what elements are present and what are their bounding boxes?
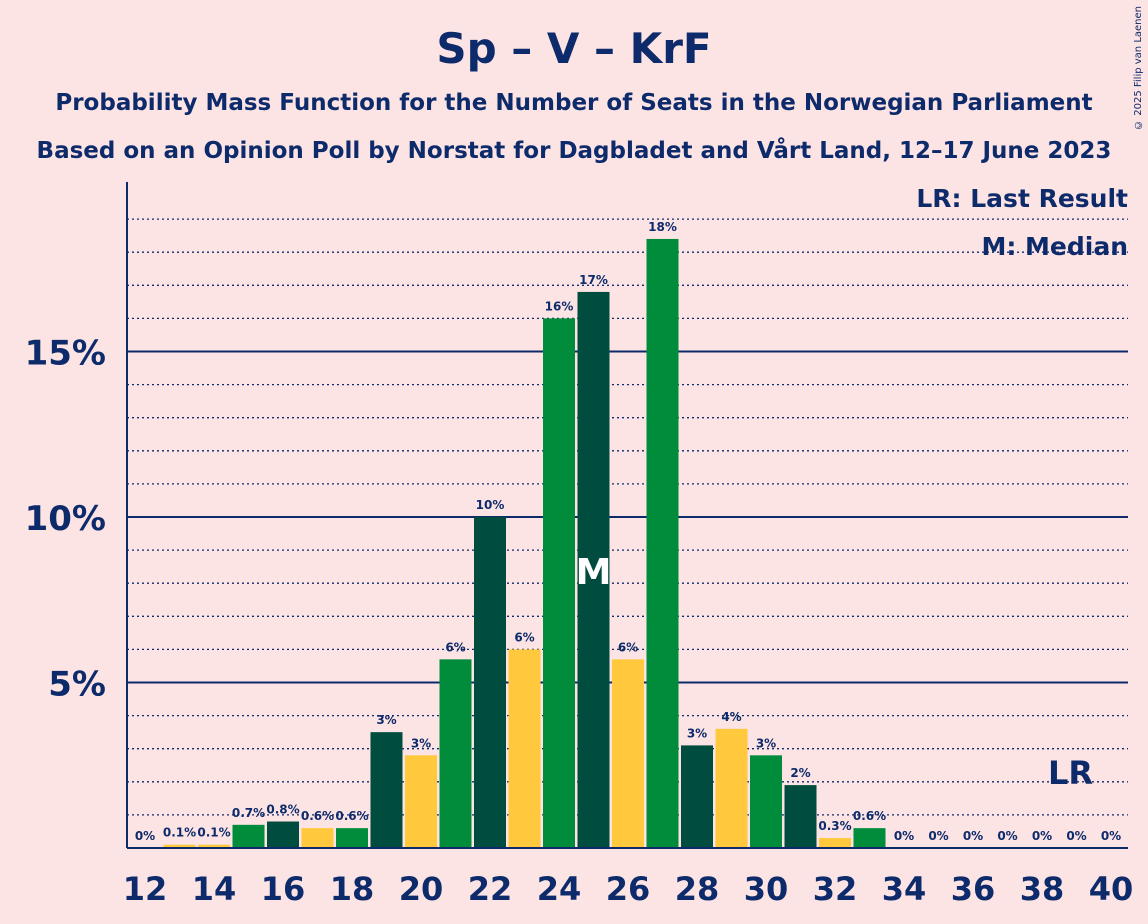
data-label: 0% xyxy=(997,829,1017,843)
bar-seat-33 xyxy=(853,828,886,848)
bar-seat-19 xyxy=(370,732,403,848)
data-label: 0% xyxy=(1066,829,1086,843)
bar-seat-21 xyxy=(439,659,472,848)
bar-seat-22 xyxy=(474,517,506,848)
data-label: 0.1% xyxy=(197,826,230,840)
bar-seat-27 xyxy=(646,238,679,848)
y-tick-label: 5% xyxy=(48,665,106,705)
data-label: 6% xyxy=(514,630,534,644)
data-label: 0.3% xyxy=(818,819,851,833)
median-marker: M xyxy=(576,552,612,593)
data-label: 3% xyxy=(376,713,396,727)
data-label: 0.6% xyxy=(335,809,368,823)
bar-seat-26 xyxy=(612,659,644,848)
data-label: 0.6% xyxy=(853,809,886,823)
x-tick-label: 28 xyxy=(675,870,720,908)
x-tick-label: 30 xyxy=(744,870,789,908)
legend-last-result: LR: Last Result xyxy=(916,184,1128,213)
data-label: 3% xyxy=(756,736,776,750)
x-tick-label: 32 xyxy=(813,870,858,908)
data-label: 3% xyxy=(411,736,431,750)
data-label: 0% xyxy=(1101,829,1121,843)
bar-seat-29 xyxy=(715,728,748,848)
bar-seat-14 xyxy=(198,844,230,848)
x-tick-label: 24 xyxy=(537,870,582,908)
bar-seat-20 xyxy=(405,755,437,848)
bar-seat-18 xyxy=(336,828,368,848)
data-label: 18% xyxy=(648,220,677,234)
y-tick-label: 10% xyxy=(25,499,106,539)
data-label: 16% xyxy=(545,299,574,313)
x-tick-label: 40 xyxy=(1089,870,1134,908)
chart-subtitle-2: Based on an Opinion Poll by Norstat for … xyxy=(36,138,1112,164)
bar-seat-23 xyxy=(508,649,541,848)
x-tick-label: 18 xyxy=(330,870,375,908)
bar-seat-17 xyxy=(301,828,334,848)
data-label: 0.8% xyxy=(266,803,299,817)
data-label: 17% xyxy=(579,273,608,287)
x-tick-label: 12 xyxy=(123,870,168,908)
x-tick-label: 26 xyxy=(606,870,651,908)
data-label: 0.1% xyxy=(163,826,196,840)
x-tick-label: 34 xyxy=(882,870,927,908)
bar-seat-31 xyxy=(784,785,817,848)
bar-seat-24 xyxy=(543,318,575,848)
data-label: 10% xyxy=(476,498,505,512)
data-label: 0% xyxy=(963,829,983,843)
x-tick-label: 22 xyxy=(468,870,513,908)
bar-seat-13 xyxy=(163,844,196,848)
data-label: 0% xyxy=(894,829,914,843)
bar-seat-28 xyxy=(681,745,713,848)
data-label: 2% xyxy=(790,766,810,780)
data-label: 6% xyxy=(445,640,465,654)
chart-subtitle-1: Probability Mass Function for the Number… xyxy=(55,90,1093,116)
bar-seat-16 xyxy=(267,821,299,848)
data-label: 6% xyxy=(618,640,638,654)
data-label: 3% xyxy=(687,726,707,740)
x-tick-label: 38 xyxy=(1020,870,1065,908)
data-label: 0% xyxy=(135,829,155,843)
bar-seat-25 xyxy=(577,291,610,848)
data-label: 0.7% xyxy=(232,806,265,820)
last-result-marker: LR xyxy=(1048,754,1093,792)
data-label: 0.6% xyxy=(301,809,334,823)
x-tick-label: 20 xyxy=(399,870,444,908)
bar-seat-15 xyxy=(232,824,265,848)
x-tick-label: 36 xyxy=(951,870,996,908)
bar-seat-32 xyxy=(819,838,851,848)
data-label: 0% xyxy=(928,829,948,843)
data-label: 0% xyxy=(1032,829,1052,843)
data-label: 4% xyxy=(721,710,741,724)
chart-title: Sp – V – KrF xyxy=(436,24,712,73)
legend-median: M: Median xyxy=(981,232,1128,261)
bar-seat-30 xyxy=(750,755,782,848)
x-tick-label: 14 xyxy=(192,870,237,908)
y-tick-label: 15% xyxy=(25,334,106,374)
x-tick-label: 16 xyxy=(261,870,306,908)
